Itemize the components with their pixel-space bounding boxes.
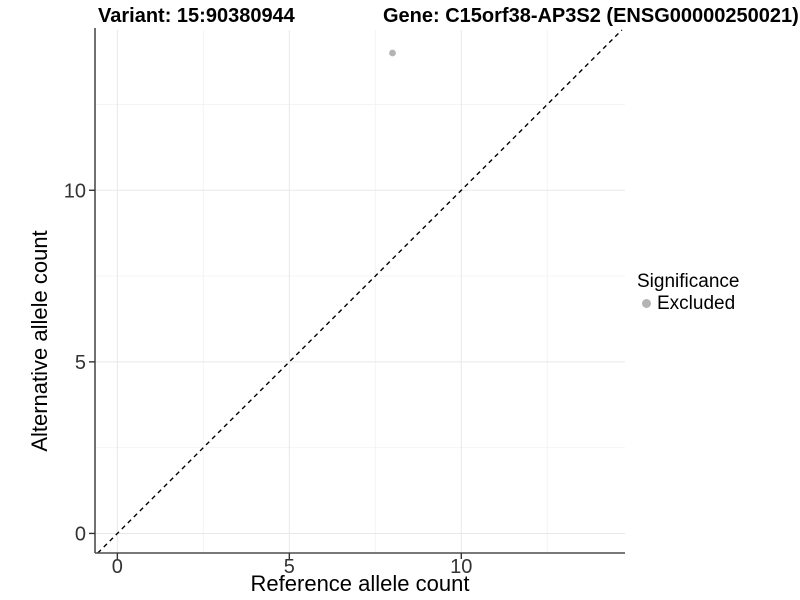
y-tick-label: 5 (75, 352, 86, 374)
x-tick-label: 0 (112, 556, 123, 578)
y-tick-label: 10 (64, 180, 86, 202)
data-point (389, 49, 396, 57)
identity-line (97, 29, 623, 554)
y-tick-label: 0 (75, 523, 86, 545)
plot-title-variant: Variant: 15:90380944 (98, 5, 295, 27)
x-tick-label: 5 (284, 556, 295, 578)
plot-title-gene: Gene: C15orf38-AP3S2 (ENSG00000250021) (383, 5, 799, 27)
legend: Significance Excluded (637, 271, 739, 314)
x-axis-title: Reference allele count (250, 571, 470, 596)
legend-item-label: Excluded (657, 293, 736, 314)
legend-point-icon (642, 299, 651, 308)
legend-item-excluded: Excluded (637, 293, 739, 314)
legend-title: Significance (637, 271, 740, 292)
x-tick-label: 10 (450, 556, 472, 578)
